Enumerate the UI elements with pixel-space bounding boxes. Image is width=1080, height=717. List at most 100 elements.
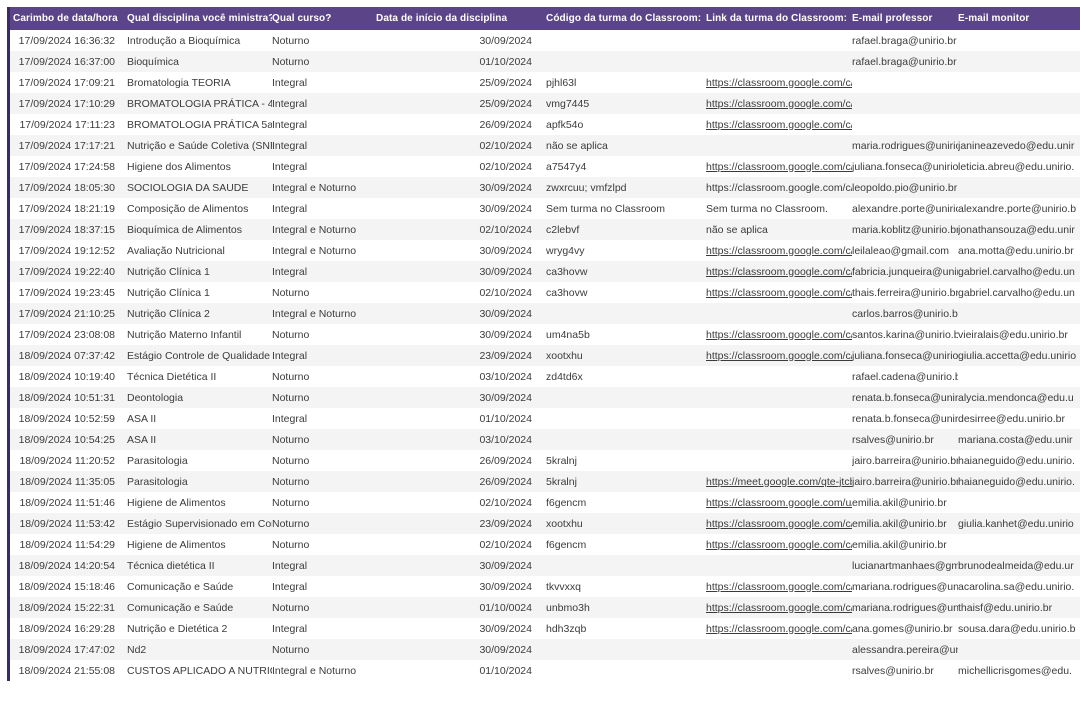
cell-prof-email: rafael.cadena@unirio.br: [852, 370, 958, 383]
cell-discipline: Comunicação e Saúde: [127, 601, 234, 614]
cell-prof-email: emilia.akil@unirio.br: [852, 538, 947, 551]
cell-monitor-email: haianeguido@edu.unirio.: [958, 475, 1075, 488]
cell-monitor-email: thaisf@edu.unirio.br: [958, 601, 1053, 614]
classroom-link[interactable]: https://classroom.google.com/c/N: [706, 76, 852, 89]
cell-course: Integral e Noturno: [272, 244, 357, 257]
cell-prof-email: lucianartmanhaes@gma: [852, 559, 958, 572]
cell-start-date: 25/09/2024: [479, 97, 532, 110]
cell-start-date: 01/10/2024: [479, 412, 532, 425]
cell-classroom-code: f6gencm: [546, 496, 587, 509]
header-cell-start-date: Data de início da disciplina: [376, 13, 508, 24]
table-row: 18/09/2024 15:18:46 Comunicação e Saúde …: [10, 576, 1080, 597]
cell-timestamp: 18/09/2024 10:51:31: [18, 391, 115, 404]
table-row: 18/09/2024 07:37:42 Estágio Controle de …: [10, 345, 1080, 366]
cell-classroom-code: hdh3zqb: [546, 622, 587, 635]
table-row: 18/09/2024 11:51:46 Higiene de Alimentos…: [10, 492, 1080, 513]
classroom-link[interactable]: https://classroom.google.com/c/N: [706, 97, 852, 110]
classroom-link[interactable]: https://classroom.google.com/c/N: [706, 538, 852, 551]
cell-discipline: Nutrição Clínica 1: [127, 286, 210, 299]
table-row: 17/09/2024 23:08:08 Nutrição Materno Inf…: [10, 324, 1080, 345]
cell-classroom-code: tkvvxxq: [546, 580, 582, 593]
cell-discipline: ASA II: [127, 412, 157, 425]
cell-timestamp: 18/09/2024 10:19:40: [18, 370, 115, 383]
cell-start-date: 01/10/2024: [479, 55, 532, 68]
cell-classroom-code: vmg7445: [546, 97, 590, 110]
classroom-link[interactable]: https://classroom.google.com/c/N: [706, 160, 852, 173]
classroom-link[interactable]: https://classroom.google.com/c/N: [706, 622, 852, 635]
table-row: 17/09/2024 16:36:32 Introdução a Bioquím…: [10, 30, 1080, 51]
cell-course: Integral: [272, 559, 308, 572]
cell-discipline: Bioquímica: [127, 55, 179, 68]
cell-timestamp: 17/09/2024 19:12:52: [18, 244, 115, 257]
classroom-link[interactable]: https://classroom.google.com/c/N: [706, 349, 852, 362]
table-row: 17/09/2024 17:24:58 Higiene dos Alimento…: [10, 156, 1080, 177]
table-row: 18/09/2024 11:54:29 Higiene de Alimentos…: [10, 534, 1080, 555]
classroom-link[interactable]: https://classroom.google.com/c/N: [706, 118, 852, 131]
cell-monitor-email: mariana.costa@edu.unir: [958, 433, 1073, 446]
table-row: 18/09/2024 21:55:08 CUSTOS APLICADO A NU…: [10, 660, 1080, 681]
cell-classroom-code: apfk54o: [546, 118, 584, 131]
classroom-link[interactable]: https://classroom.google.com/c/N: [706, 328, 852, 341]
cell-start-date: 23/09/2024: [479, 517, 532, 530]
table-row: 17/09/2024 19:12:52 Avaliação Nutriciona…: [10, 240, 1080, 261]
cell-course: Noturno: [272, 496, 310, 509]
cell-prof-email: alessandra.pereira@uniri: [852, 643, 958, 656]
header-cell-monitor-email: E-mail monitor: [958, 13, 1030, 24]
cell-start-date: 02/10/2024: [479, 160, 532, 173]
cell-monitor-email: michellicrisgomes@edu.: [958, 664, 1072, 677]
cell-course: Noturno: [272, 643, 310, 656]
cell-discipline: Parasitologia: [127, 475, 188, 488]
classroom-link[interactable]: https://classroom.google.com/c/N: [706, 601, 852, 614]
cell-timestamp: 18/09/2024 17:47:02: [18, 643, 115, 656]
table-row: 17/09/2024 16:37:00 Bioquímica Noturno 0…: [10, 51, 1080, 72]
cell-prof-email: mariana.rodrigues@uniri: [852, 580, 958, 593]
classroom-link[interactable]: https://classroom.google.com/u/1: [706, 496, 852, 509]
cell-timestamp: 18/09/2024 11:53:42: [19, 517, 115, 530]
cell-timestamp: 18/09/2024 10:52:59: [18, 412, 115, 425]
cell-prof-email: rafael.braga@unirio.br: [852, 55, 957, 68]
cell-timestamp: 17/09/2024 18:05:30: [18, 181, 115, 194]
cell-monitor-email: acarolina.sa@edu.unirio.: [958, 580, 1075, 593]
cell-discipline: Higiene dos Alimentos: [127, 160, 231, 173]
cell-timestamp: 18/09/2024 15:22:31: [18, 601, 115, 614]
table-row: 17/09/2024 17:11:23 BROMATOLOGIA PRÁTICA…: [10, 114, 1080, 135]
classroom-link[interactable]: https://classroom.google.com/c/N: [706, 517, 852, 530]
cell-start-date: 26/09/2024: [479, 454, 532, 467]
cell-course: Integral: [272, 76, 308, 89]
classroom-link[interactable]: https://classroom.google.com/c/N: [706, 286, 852, 299]
cell-start-date: 03/10/2024: [479, 370, 532, 383]
cell-prof-email: maria.rodrigues@unirio.b: [852, 139, 958, 152]
cell-monitor-email: sousa.dara@edu.unirio.b: [958, 622, 1076, 635]
cell-prof-email: leopoldo.pio@unirio.br: [852, 181, 958, 194]
classroom-link[interactable]: https://classroom.google.com/c/N: [706, 244, 852, 257]
cell-prof-email: mariana.rodrigues@uniri: [852, 601, 958, 614]
cell-course: Integral e Noturno: [272, 664, 357, 677]
cell-prof-email: alexandre.porte@unirio.b: [852, 202, 958, 215]
classroom-link[interactable]: https://classroom.google.com/c/N: [706, 580, 852, 593]
cell-discipline: Composição de Alimentos: [127, 202, 249, 215]
cell-timestamp: 17/09/2024 18:37:15: [18, 223, 115, 236]
cell-prof-email: leilaleao@gmail.com: [852, 244, 950, 257]
cell-classroom-link: Sem turma no Classroom.: [706, 202, 828, 215]
cell-prof-email: emilia.akil@unirio.br: [852, 517, 947, 530]
cell-course: Integral: [272, 265, 308, 278]
cell-discipline: Comunicação e Saúde: [127, 580, 234, 593]
cell-discipline: Nutrição Clínica 1: [127, 265, 210, 278]
cell-classroom-code: f6gencm: [546, 538, 587, 551]
classroom-link[interactable]: https://meet.google.com/qte-jtcb-v: [706, 475, 852, 488]
cell-course: Integral: [272, 160, 308, 173]
cell-discipline: Técnica Dietética II: [127, 370, 217, 383]
cell-classroom-code: ca3hovw: [546, 265, 588, 278]
cell-course: Integral e Noturno: [272, 223, 357, 236]
cell-course: Noturno: [272, 454, 310, 467]
cell-prof-email: juliana.fonseca@unirio.b: [852, 160, 958, 173]
cell-course: Integral: [272, 139, 308, 152]
classroom-link[interactable]: https://classroom.google.com/c/N: [706, 265, 852, 278]
cell-classroom-code: 5kralnj: [546, 475, 577, 488]
cell-prof-email: jairo.barreira@unirio.br: [852, 475, 958, 488]
cell-course: Integral: [272, 622, 308, 635]
cell-discipline: Nutrição Materno Infantil: [127, 328, 242, 341]
cell-discipline: Bioquímica de Alimentos: [127, 223, 242, 236]
cell-start-date: 01/10/0024: [479, 601, 532, 614]
cell-start-date: 30/09/2024: [479, 559, 532, 572]
